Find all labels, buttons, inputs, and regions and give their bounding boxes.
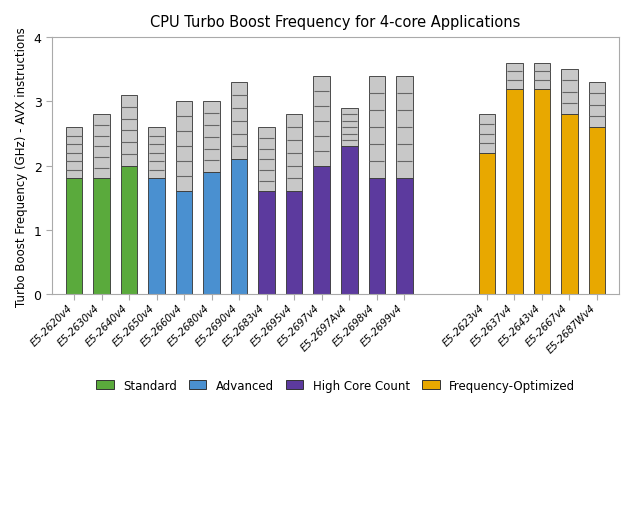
Bar bbox=[313, 76, 330, 166]
Bar bbox=[396, 76, 413, 179]
Bar bbox=[121, 166, 138, 295]
Legend: Standard, Advanced, High Core Count, Frequency-Optimized: Standard, Advanced, High Core Count, Fre… bbox=[91, 374, 580, 397]
Bar bbox=[368, 76, 385, 179]
Bar bbox=[396, 179, 413, 295]
Bar bbox=[534, 64, 550, 90]
Bar bbox=[479, 154, 495, 295]
Bar bbox=[259, 192, 275, 295]
Bar bbox=[341, 147, 358, 295]
Bar bbox=[204, 173, 220, 295]
Bar bbox=[561, 115, 578, 295]
Bar bbox=[93, 115, 110, 179]
Bar bbox=[121, 96, 138, 166]
Bar bbox=[286, 192, 302, 295]
Y-axis label: Turbo Boost Frequency (GHz) - AVX instructions: Turbo Boost Frequency (GHz) - AVX instru… bbox=[15, 26, 28, 306]
Bar bbox=[286, 115, 302, 192]
Bar bbox=[259, 128, 275, 192]
Bar bbox=[231, 83, 247, 160]
Bar bbox=[368, 179, 385, 295]
Bar bbox=[66, 128, 82, 179]
Bar bbox=[148, 128, 165, 179]
Bar bbox=[506, 64, 522, 90]
Bar bbox=[93, 179, 110, 295]
Bar bbox=[561, 70, 578, 115]
Bar bbox=[176, 192, 192, 295]
Title: CPU Turbo Boost Frequency for 4-core Applications: CPU Turbo Boost Frequency for 4-core App… bbox=[150, 15, 521, 30]
Bar bbox=[176, 102, 192, 192]
Bar bbox=[148, 179, 165, 295]
Bar bbox=[204, 102, 220, 173]
Bar bbox=[534, 90, 550, 295]
Bar bbox=[589, 83, 605, 128]
Bar bbox=[341, 108, 358, 147]
Bar bbox=[479, 115, 495, 154]
Bar bbox=[313, 166, 330, 295]
Bar bbox=[231, 160, 247, 295]
Bar bbox=[506, 90, 522, 295]
Bar bbox=[589, 128, 605, 295]
Bar bbox=[66, 179, 82, 295]
